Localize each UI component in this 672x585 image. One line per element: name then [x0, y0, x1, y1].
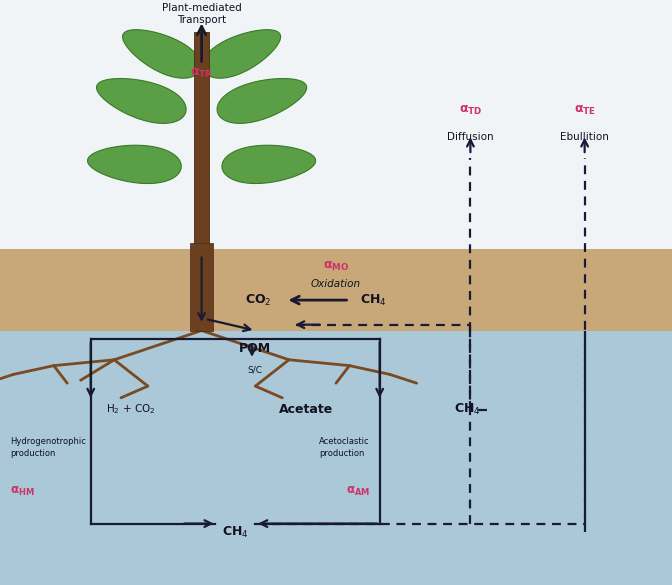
Text: Plant-mediated
Transport: Plant-mediated Transport — [162, 3, 241, 25]
Polygon shape — [97, 78, 186, 123]
Text: Oxidation: Oxidation — [311, 278, 361, 289]
Text: $\mathbf{\alpha_{MO}}$: $\mathbf{\alpha_{MO}}$ — [323, 260, 349, 273]
Text: $\mathbf{\alpha_{TR}}$: $\mathbf{\alpha_{TR}}$ — [190, 67, 213, 80]
Text: $\mathbf{\alpha_{HM}}$: $\mathbf{\alpha_{HM}}$ — [10, 485, 35, 498]
Text: CH$_4$: CH$_4$ — [454, 402, 480, 417]
Text: $\mathbf{\alpha_{AM}}$: $\mathbf{\alpha_{AM}}$ — [346, 485, 370, 498]
Text: Acetate: Acetate — [279, 403, 333, 416]
Bar — [194, 32, 209, 249]
Polygon shape — [122, 30, 201, 78]
Polygon shape — [202, 30, 281, 78]
Polygon shape — [87, 145, 181, 184]
Text: CH$_4$: CH$_4$ — [360, 292, 386, 308]
Text: POM: POM — [239, 342, 271, 355]
Text: Hydrogenotrophic
production: Hydrogenotrophic production — [10, 438, 86, 457]
Text: CH$_4$: CH$_4$ — [222, 525, 249, 540]
Text: H$_2$ + CO$_2$: H$_2$ + CO$_2$ — [106, 402, 156, 417]
Bar — [190, 243, 214, 331]
Text: CO$_2$: CO$_2$ — [245, 292, 272, 308]
Bar — [0, 249, 672, 331]
Polygon shape — [217, 78, 306, 123]
Bar — [0, 331, 672, 585]
Text: S/C: S/C — [248, 366, 263, 375]
Text: $\mathbf{\alpha_{TE}}$: $\mathbf{\alpha_{TE}}$ — [574, 104, 595, 117]
Text: Acetoclastic
production: Acetoclastic production — [319, 438, 370, 457]
Polygon shape — [222, 145, 316, 184]
Text: Diffusion: Diffusion — [447, 132, 494, 142]
Text: Ebullition: Ebullition — [560, 132, 609, 142]
Text: $\mathbf{\alpha_{TD}}$: $\mathbf{\alpha_{TD}}$ — [459, 104, 482, 117]
